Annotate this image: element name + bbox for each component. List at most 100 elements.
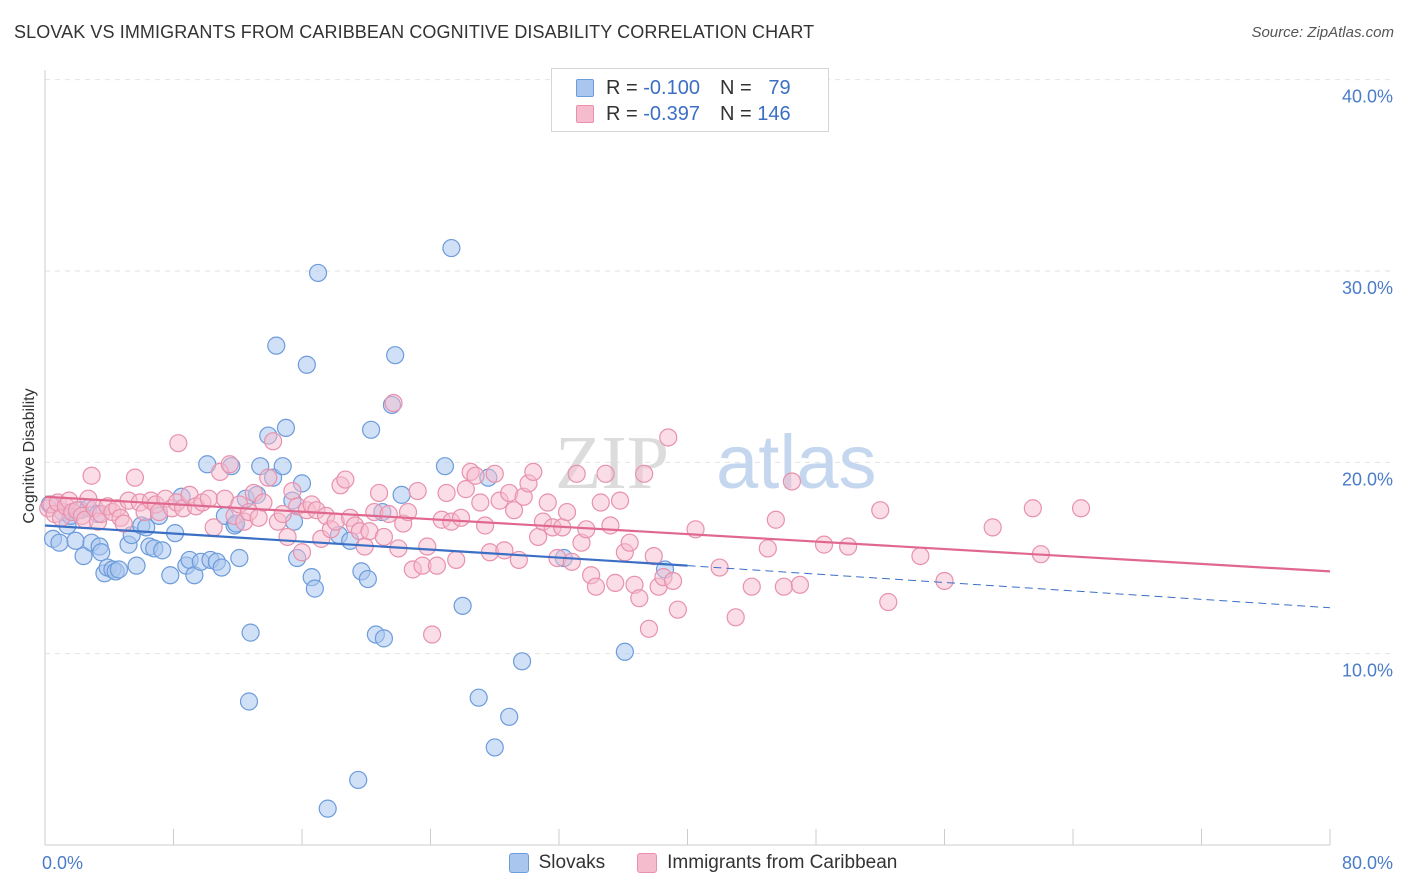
caribbean-point [586,577,606,596]
caribbean-point [427,556,447,575]
slovaks-swatch [576,79,594,97]
caribbean-point [606,573,625,592]
slovaks-point [469,688,488,707]
slovaks-point [109,560,128,579]
stats-box: R = -0.100 N = 79 R = -0.397 N = 146 [551,68,829,132]
caribbean-point [384,393,403,413]
slovaks-point [308,263,328,283]
slovaks-point [212,558,231,577]
caribbean-point [379,504,398,524]
y-tick-labels: 10.0% 20.0% 30.0% 40.0% [1342,87,1393,681]
caribbean-point [630,589,649,608]
legend-item-caribbean[interactable]: Immigrants from Caribbean [637,852,897,874]
caribbean-trend-line [44,495,1331,573]
slovaks-point [374,629,394,648]
caribbean-point [471,493,490,512]
slovaks-point [349,770,368,790]
caribbean-point [911,546,930,566]
caribbean-point [199,489,218,508]
slovaks-point [74,546,93,566]
caribbean-point [668,600,687,619]
caribbean-point [476,516,495,535]
slovaks-point [161,566,180,585]
caribbean-point [169,434,188,453]
stats-row-caribbean: R = -0.397 N = 146 [576,101,791,127]
caribbean-point [485,464,504,483]
caribbean-point [418,537,437,556]
caribbean-point [263,432,283,451]
caribbean-point [292,543,312,562]
y-tick-label: 40.0% [1342,87,1393,107]
caribbean-point [766,510,785,529]
caribbean-point [871,501,890,520]
caribbean-point [790,575,810,594]
trend-lines [44,495,1331,609]
caribbean-point [259,468,278,487]
caribbean-point [620,533,639,552]
slovaks-trend-extension [687,565,1331,609]
caribbean-point [591,493,610,512]
n-value: 146 [757,102,791,125]
slovaks-points [40,238,675,818]
caribbean-point [1023,499,1042,518]
slovaks-point [127,556,146,575]
caribbean-point [114,514,133,533]
slovaks-point [392,485,411,504]
caribbean-point [278,527,297,547]
caribbean-point [879,592,898,612]
legend-label-caribbean: Immigrants from Caribbean [667,852,898,873]
x-tick-label-max: 80.0% [1342,853,1393,873]
caribbean-point [374,527,394,547]
r-label: R = [606,76,638,99]
caribbean-point [504,501,524,520]
slovaks-point [273,457,292,476]
caribbean-point [538,493,557,512]
source-label: Source: ZipAtlas.com [1251,24,1394,41]
slovaks-point [50,533,69,552]
caribbean-point [524,462,543,482]
legend-swatch-caribbean [637,853,658,873]
slovaks-point [442,238,461,258]
slovaks-point [361,420,381,439]
slovaks-point [267,336,286,355]
caribbean-point [529,527,548,547]
caribbean-point [204,518,223,537]
caribbean-point [562,552,581,571]
n-value: 79 [768,76,791,99]
r-value: -0.100 [643,76,700,99]
caribbean-point [125,468,145,487]
slovaks-point [153,541,172,560]
legend-item-slovaks[interactable]: Slovaks [508,852,605,874]
slovaks-point [230,548,249,568]
caribbean-point [726,608,745,627]
caribbean-point [1071,499,1091,518]
slovaks-point [358,569,377,589]
slovaks-point [297,355,316,374]
caribbean-point [447,550,466,570]
watermark-zip: ZIP [555,421,669,505]
caribbean-point [370,483,389,503]
slovaks-point [453,596,472,615]
caribbean-point [557,502,577,522]
y-tick-label: 30.0% [1342,278,1393,298]
axes [44,70,1331,846]
caribbean-point [758,539,777,558]
caribbean-point [774,577,793,596]
caribbean-point [423,625,442,644]
caribbean-points [39,393,1091,644]
caribbean-point [610,491,630,510]
caribbean-point [935,571,954,591]
caribbean-point [644,546,663,566]
caribbean-point [249,508,268,527]
x-tick-label-min: 0.0% [42,853,83,873]
n-label: N = [719,102,752,125]
slovaks-trend-line [44,524,688,567]
y-tick-label: 10.0% [1342,661,1393,681]
y-tick-label: 20.0% [1342,469,1393,489]
slovaks-point [318,799,337,818]
caribbean-point [451,508,471,527]
caribbean-point [408,481,427,501]
caribbean-point [495,541,514,560]
caribbean-point [839,537,858,556]
